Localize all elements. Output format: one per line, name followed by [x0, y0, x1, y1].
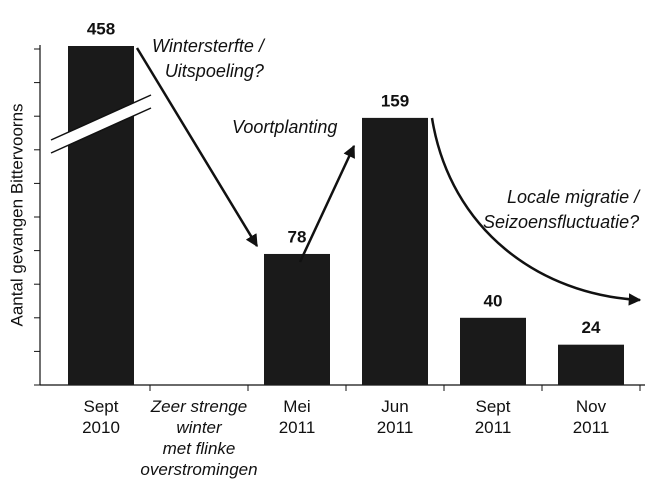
axis-break: [50, 94, 152, 141]
bar: [460, 317, 526, 385]
bar: [362, 117, 428, 385]
x-tick-label: Sept 2010: [82, 397, 120, 437]
annotation: Voortplanting: [232, 117, 338, 137]
data-label: 24: [582, 318, 601, 337]
axis-break: [50, 107, 152, 154]
y-axis-title: Aantal gevangen Bittervoorns: [7, 103, 26, 326]
data-label: 159: [381, 91, 409, 110]
x-tick-label: Jun 2011: [376, 397, 414, 437]
bar: [558, 344, 624, 385]
axis-break: [51, 95, 151, 153]
annotation: Locale migratie / Seizoensfluctuatie?: [483, 187, 640, 232]
x-tick-label: Sept 2011: [474, 397, 512, 437]
data-label: 78: [288, 227, 307, 246]
x-tick-label: Zeer strenge winter met flinke overstrom…: [140, 397, 258, 479]
annotation: Wintersterfte / Uitspoeling?: [152, 36, 264, 81]
arrow: [298, 144, 356, 263]
bar: [264, 253, 330, 385]
arrow: [430, 117, 642, 306]
x-tick-label: Mei 2011: [278, 397, 316, 437]
data-label: 458: [87, 19, 115, 38]
arrow: [135, 47, 259, 248]
x-tick-label: Nov 2011: [572, 397, 610, 437]
bar: [68, 46, 134, 385]
data-label: 40: [484, 291, 503, 310]
